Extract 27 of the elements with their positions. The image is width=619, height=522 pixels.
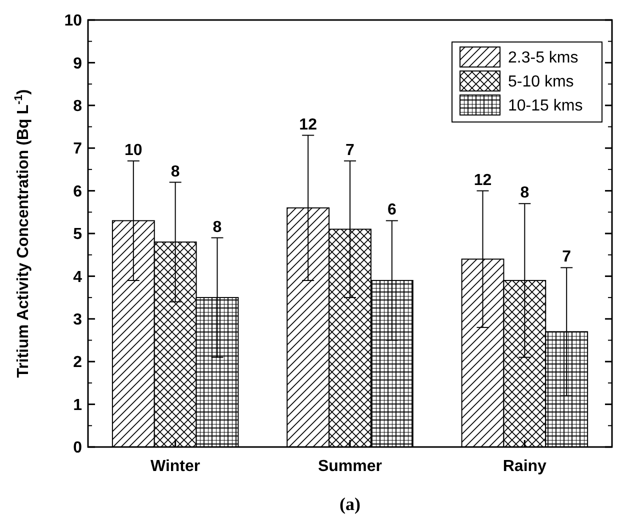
y-tick-label: 9 [73,55,82,72]
y-tick-label: 1 [73,396,82,414]
legend-label: 2.3-5 kms [508,50,578,67]
text: (a) [340,494,360,514]
y-tick-label: 0 [73,440,82,457]
y-tick-label: 2 [73,354,82,372]
annotation: 7 [562,248,572,266]
annotation: 7 [346,142,355,159]
legend-label: 10-15 kms [508,98,583,115]
y-tick-label: 10 [64,12,82,30]
annotation: 6 [387,202,396,219]
y-tick-label: 6 [73,183,82,200]
legend-label: 5-10 kms [508,74,574,91]
annotation: 8 [520,184,530,202]
y-tick-label: 8 [73,98,82,115]
annotation: 10 [124,142,142,159]
x-tick-label: Winter [150,458,200,475]
y-tick-label: 7 [73,140,82,158]
y-tick-label: 3 [73,312,82,328]
y-tick-label: 4 [73,268,82,286]
x-tick-label: Rainy [502,458,547,475]
annotation: 12 [474,172,492,189]
y-tick-label: 5 [73,226,82,244]
x-tick-label: Summer [318,458,382,475]
annotation: 8 [212,218,222,236]
annotation: 12 [299,116,318,134]
annotation: 8 [170,163,180,180]
